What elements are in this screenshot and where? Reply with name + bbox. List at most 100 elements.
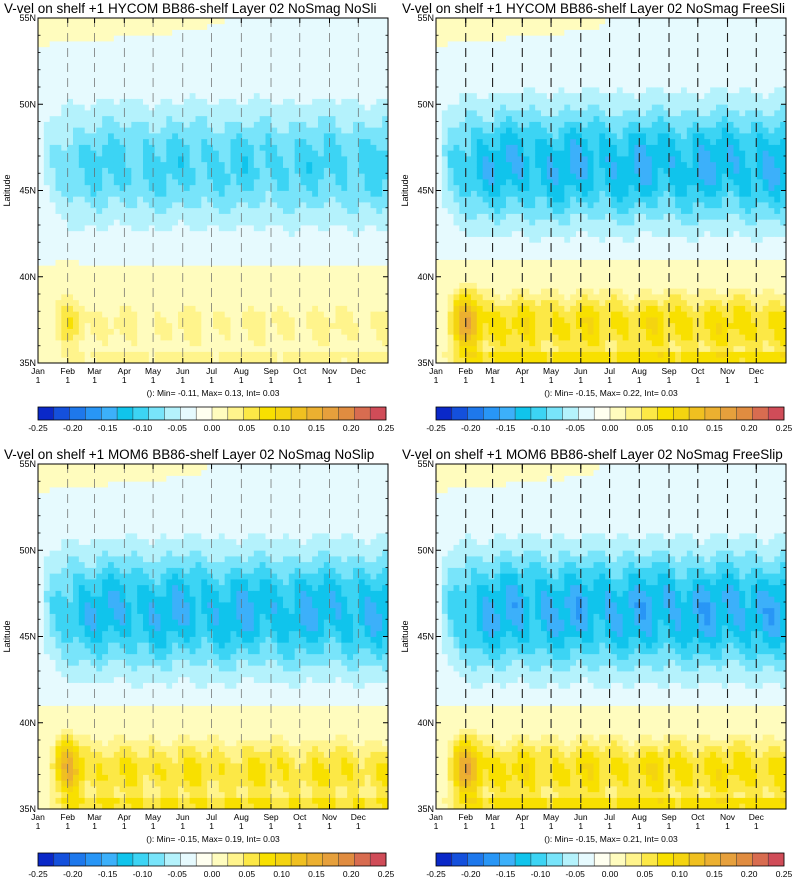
field-cell — [143, 294, 150, 301]
field-cell — [511, 167, 519, 174]
field-cell — [329, 202, 336, 209]
field-cell — [224, 328, 231, 335]
field-cell — [277, 334, 284, 341]
field-cell — [143, 87, 150, 94]
field-cell — [131, 357, 138, 364]
field-cell — [476, 294, 484, 301]
field-cell — [370, 219, 377, 226]
field-cell — [248, 52, 255, 59]
field-cell — [154, 345, 161, 352]
field-cell — [447, 276, 454, 283]
field-cell — [347, 299, 354, 306]
field-cell — [137, 248, 144, 255]
field-cell — [78, 121, 86, 128]
field-cell — [306, 81, 313, 88]
field-cell — [459, 23, 466, 30]
field-cell — [300, 248, 307, 255]
field-cell — [459, 104, 466, 111]
field-cell — [224, 322, 231, 329]
field-cell — [329, 167, 336, 174]
field-cell — [488, 58, 495, 65]
field-cell — [78, 138, 86, 145]
field-cell — [312, 202, 319, 209]
field-cell — [353, 173, 360, 180]
field-cell — [318, 305, 325, 312]
field-cell — [471, 92, 478, 99]
field-cell — [113, 18, 121, 25]
field-cell — [102, 144, 109, 151]
field-cell — [253, 41, 261, 48]
field-cell — [523, 236, 530, 243]
field-cell — [61, 29, 68, 36]
field-cell — [236, 248, 243, 255]
field-cell — [306, 150, 313, 157]
field-cell — [482, 46, 489, 53]
field-cell — [84, 133, 91, 140]
field-cell — [283, 29, 290, 36]
field-cell — [511, 207, 519, 214]
field-cell — [84, 230, 91, 237]
field-cell — [108, 161, 115, 168]
field-cell — [529, 179, 536, 186]
field-cell — [323, 322, 331, 329]
field-cell — [96, 299, 103, 306]
field-cell — [172, 29, 179, 36]
field-cell — [312, 144, 319, 151]
field-cell — [143, 121, 150, 128]
field-cell — [535, 340, 542, 347]
field-cell — [253, 133, 261, 140]
field-cell — [236, 173, 243, 180]
field-cell — [189, 41, 196, 48]
field-cell — [329, 271, 336, 278]
field-cell — [242, 334, 249, 341]
field-cell — [358, 294, 366, 301]
field-cell — [459, 328, 466, 335]
field-cell — [318, 58, 325, 65]
field-cell — [253, 288, 261, 295]
field-cell — [318, 133, 325, 140]
field-cell — [506, 167, 513, 174]
field-cell — [224, 58, 231, 65]
field-cell — [160, 184, 167, 191]
field-cell — [96, 207, 103, 214]
field-cell — [84, 207, 91, 214]
field-cell — [335, 190, 342, 197]
field-cell — [113, 138, 121, 145]
field-cell — [90, 29, 97, 36]
field-cell — [148, 253, 156, 260]
field-cell — [471, 173, 478, 180]
field-cell — [242, 75, 249, 82]
field-cell — [447, 357, 454, 364]
field-cell — [218, 271, 226, 278]
field-cell — [207, 271, 214, 278]
field-cell — [494, 248, 501, 255]
x-tick-label: Oct — [293, 366, 307, 376]
field-cell — [201, 52, 208, 59]
field-cell — [218, 167, 226, 174]
field-cell — [294, 282, 301, 289]
field-cell — [541, 202, 548, 209]
field-cell — [294, 173, 301, 180]
field-cell — [183, 133, 191, 140]
field-cell — [172, 81, 179, 88]
field-cell — [347, 173, 354, 180]
field-cell — [494, 156, 501, 163]
field-cell — [358, 207, 366, 214]
field-cell — [335, 288, 342, 295]
field-cell — [306, 127, 313, 134]
field-cell — [236, 242, 243, 249]
field-cell — [131, 219, 138, 226]
field-cell — [465, 357, 472, 364]
field-cell — [552, 328, 559, 335]
field-cell — [119, 190, 126, 197]
field-cell — [306, 207, 313, 214]
field-cell — [453, 219, 460, 226]
field-cell — [148, 184, 156, 191]
field-cell — [294, 230, 301, 237]
field-cell — [49, 35, 56, 42]
field-cell — [224, 184, 231, 191]
field-cell — [517, 225, 524, 232]
field-cell — [218, 52, 226, 59]
field-cell — [38, 242, 45, 249]
field-cell — [78, 242, 86, 249]
